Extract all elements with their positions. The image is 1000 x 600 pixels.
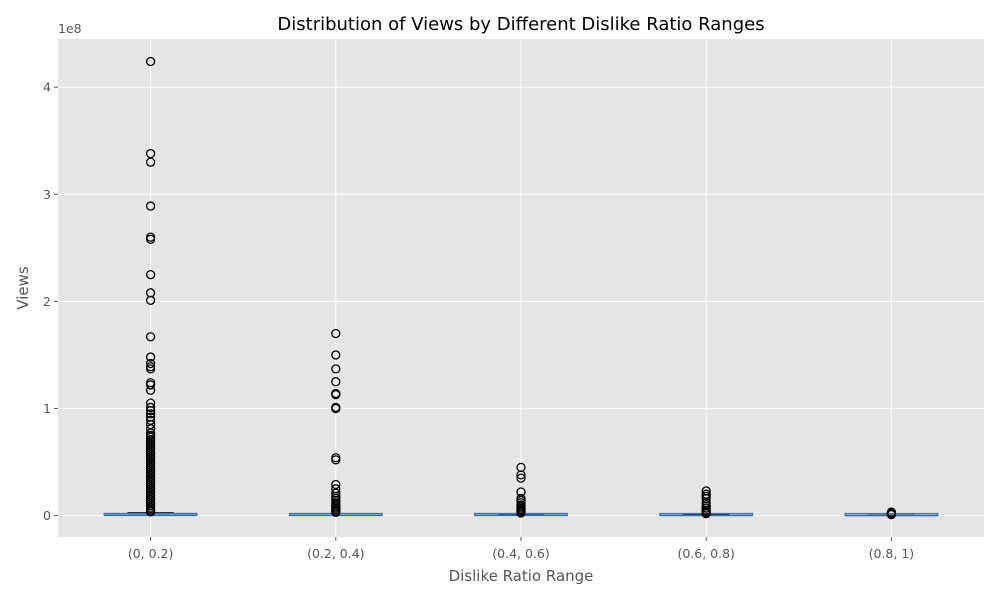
y-tick-label: 0 — [43, 508, 51, 523]
y-tick-label: 4 — [43, 80, 51, 95]
outlier-point — [331, 364, 341, 374]
outlier-point — [145, 295, 156, 305]
outlier-point — [331, 403, 341, 414]
y-tick-label: 1 — [43, 401, 51, 416]
outlier-point — [516, 473, 526, 483]
outlier-point — [145, 380, 156, 390]
outlier-point — [331, 377, 341, 387]
outlier-point — [145, 332, 156, 342]
outlier-point — [145, 507, 156, 517]
x-axis-label: Dislike Ratio Range — [449, 567, 594, 585]
outlier-point — [516, 470, 526, 480]
outlier-point — [145, 269, 156, 280]
outlier-point — [331, 389, 341, 400]
outlier-point — [701, 509, 711, 519]
outlier-point — [145, 409, 156, 419]
x-tick-label: (0.2, 0.4) — [307, 546, 364, 561]
y-scale-label: 1e8 — [58, 21, 82, 36]
y-tick-labels: 0 1 2 3 4 — [43, 80, 58, 523]
outlier-point — [145, 234, 156, 244]
outlier-point — [145, 405, 156, 416]
x-tick-label: (0.6, 0.8) — [677, 546, 734, 561]
grid-lines — [58, 39, 984, 537]
outlier-point — [331, 507, 341, 518]
outlier-point — [145, 56, 156, 67]
x-tick-labels: (0, 0.2) (0.2, 0.4) (0.4, 0.6) (0.6, 0.8) (0… — [128, 537, 914, 561]
outlier-point — [516, 508, 526, 518]
y-tick-label: 3 — [43, 187, 51, 202]
outlier-point — [145, 157, 156, 167]
outlier-point — [145, 358, 156, 369]
outlier-point — [145, 352, 156, 362]
x-tick-label: (0, 0.2) — [128, 546, 174, 561]
outlier-point — [331, 455, 341, 465]
y-tick-label: 2 — [43, 294, 51, 309]
x-tick-label: (0.4, 0.6) — [492, 546, 549, 561]
boxes — [103, 512, 939, 517]
outlier-point — [145, 364, 156, 374]
outlier-point — [145, 201, 156, 211]
outlier-point — [331, 328, 341, 339]
outlier-point — [145, 402, 156, 413]
y-axis-label: Views — [14, 266, 32, 310]
outlier-point — [886, 509, 897, 520]
x-tick-label: (0.8, 1) — [869, 546, 915, 561]
outliers — [145, 56, 897, 520]
outlier-point — [331, 350, 341, 360]
outlier-point — [145, 385, 156, 395]
chart-title: Distribution of Views by Different Disli… — [277, 14, 764, 35]
